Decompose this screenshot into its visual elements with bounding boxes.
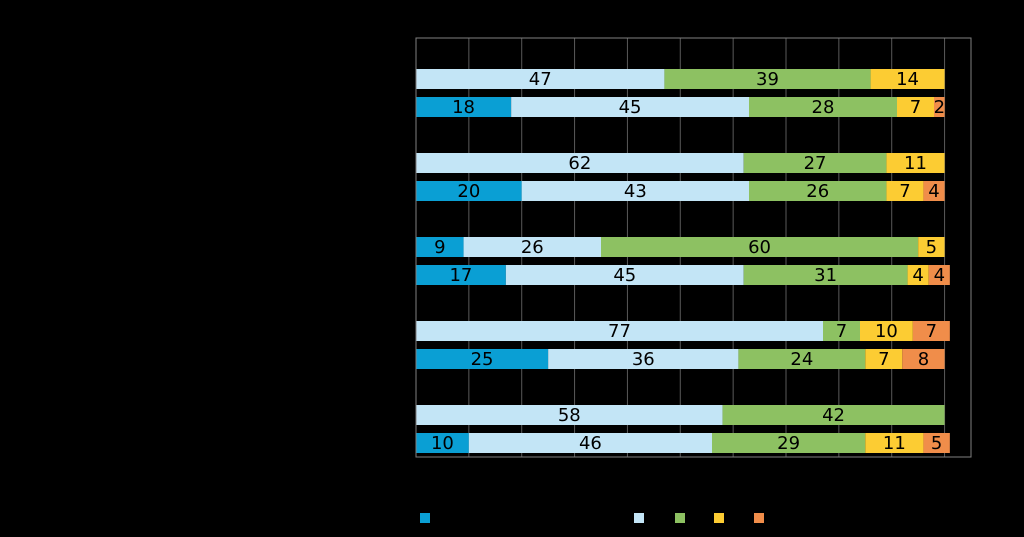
- legend-swatch-series-5: [754, 513, 764, 523]
- data-label-row-2-series-3: 28: [812, 97, 835, 118]
- bar-segment-row-1-series-3: [664, 69, 871, 89]
- bar-segment-row-4-series-4: [886, 181, 924, 201]
- data-label-row-4-series-1: 20: [457, 181, 480, 202]
- data-label-row-3-series-4: 11: [904, 153, 927, 174]
- legend-swatch-series-1: [420, 513, 430, 523]
- data-label-row-7-series-5: 7: [926, 321, 937, 342]
- data-label-row-8-series-5: 8: [918, 349, 929, 370]
- data-label-row-8-series-1: 25: [471, 349, 494, 370]
- bar-segment-row-4-series-3: [749, 181, 887, 201]
- bar-segment-row-2-series-2: [511, 97, 749, 117]
- data-label-row-2-series-1: 18: [452, 97, 475, 118]
- bar-segment-row-3-series-2: [416, 153, 744, 173]
- bar-segment-row-2-series-1: [416, 97, 512, 117]
- data-label-row-8-series-3: 24: [790, 349, 813, 370]
- data-label-row-6-series-1: 17: [449, 265, 472, 286]
- bars: [416, 69, 950, 453]
- bar-segment-row-6-series-1: [416, 265, 506, 285]
- bar-segment-row-8-series-2: [548, 349, 739, 369]
- bar-segment-row-9-series-3: [722, 405, 945, 425]
- bar-segment-row-10-series-1: [416, 433, 469, 453]
- bar-segment-row-2-series-5: [934, 97, 945, 117]
- legend-swatch-series-2: [634, 513, 644, 523]
- bar-segment-row-3-series-3: [743, 153, 887, 173]
- data-label-row-9-series-3: 42: [822, 405, 845, 426]
- data-label-row-5-series-2: 26: [521, 237, 544, 258]
- data-label-row-10-series-3: 29: [777, 433, 800, 454]
- data-label-row-10-series-5: 5: [931, 433, 942, 454]
- bar-segment-row-6-series-5: [928, 265, 950, 285]
- data-label-row-10-series-4: 11: [883, 433, 906, 454]
- legend-swatch-series-4: [714, 513, 724, 523]
- data-label-row-7-series-3: 7: [836, 321, 847, 342]
- data-label-row-6-series-5: 4: [934, 265, 945, 286]
- bar-segment-row-5-series-3: [601, 237, 919, 257]
- bar-segment-row-10-series-5: [923, 433, 950, 453]
- data-label-row-1-series-4: 14: [896, 69, 919, 90]
- bar-segment-row-4-series-5: [923, 181, 945, 201]
- data-label-row-6-series-4: 4: [912, 265, 923, 286]
- bar-segment-row-5-series-4: [918, 237, 945, 257]
- data-label-row-3-series-2: 62: [568, 153, 591, 174]
- data-label-row-6-series-2: 45: [613, 265, 636, 286]
- bar-segment-row-7-series-3: [823, 321, 860, 341]
- data-label-row-1-series-3: 39: [756, 69, 779, 90]
- data-label-row-7-series-4: 10: [875, 321, 898, 342]
- bar-segment-row-3-series-4: [886, 153, 945, 173]
- data-label-row-2-series-4: 7: [910, 97, 921, 118]
- data-label-row-9-series-2: 58: [558, 405, 581, 426]
- data-label-row-3-series-3: 27: [804, 153, 827, 174]
- bar-segment-row-10-series-3: [712, 433, 866, 453]
- data-label-row-1-series-2: 47: [529, 69, 552, 90]
- data-label-row-5-series-3: 60: [748, 237, 771, 258]
- data-label-row-4-series-5: 4: [928, 181, 939, 202]
- bar-segment-row-2-series-4: [897, 97, 934, 117]
- data-label-row-8-series-4: 7: [878, 349, 889, 370]
- bar-segment-row-6-series-2: [505, 265, 744, 285]
- bar-segment-row-7-series-5: [912, 321, 950, 341]
- bar-segment-row-2-series-3: [749, 97, 897, 117]
- data-label-row-4-series-4: 7: [899, 181, 910, 202]
- bar-segment-row-9-series-2: [416, 405, 723, 425]
- bar-segment-row-10-series-4: [865, 433, 924, 453]
- bar-segment-row-8-series-1: [416, 349, 549, 369]
- bar-segment-row-6-series-3: [743, 265, 908, 285]
- bar-segment-row-10-series-2: [468, 433, 712, 453]
- legend-swatch-series-3: [675, 513, 685, 523]
- bar-segment-row-8-series-5: [902, 349, 945, 369]
- bar-segment-row-4-series-2: [521, 181, 749, 201]
- data-label-row-2-series-5: 2: [934, 97, 945, 118]
- data-label-row-8-series-2: 36: [632, 349, 655, 370]
- plot-border: [415, 37, 972, 458]
- data-label-row-5-series-1: 9: [434, 237, 445, 258]
- bar-segment-row-8-series-4: [865, 349, 903, 369]
- bar-segment-row-7-series-4: [860, 321, 913, 341]
- data-label-row-5-series-4: 5: [926, 237, 937, 258]
- bar-segment-row-1-series-4: [870, 69, 945, 89]
- bar-segment-row-5-series-1: [416, 237, 464, 257]
- bar-segment-row-4-series-1: [416, 181, 522, 201]
- bar-segment-row-7-series-2: [416, 321, 823, 341]
- data-label-row-10-series-2: 46: [579, 433, 602, 454]
- legend: [0, 509, 1024, 529]
- bar-segment-row-6-series-4: [907, 265, 929, 285]
- data-label-row-4-series-2: 43: [624, 181, 647, 202]
- data-label-row-2-series-2: 45: [619, 97, 642, 118]
- data-label-row-10-series-1: 10: [431, 433, 454, 454]
- data-label-row-6-series-3: 31: [814, 265, 837, 286]
- bar-segment-row-1-series-2: [416, 69, 665, 89]
- bar-segment-row-5-series-2: [463, 237, 601, 257]
- bar-segment-row-8-series-3: [738, 349, 866, 369]
- data-label-row-4-series-3: 26: [806, 181, 829, 202]
- data-label-row-7-series-2: 77: [608, 321, 631, 342]
